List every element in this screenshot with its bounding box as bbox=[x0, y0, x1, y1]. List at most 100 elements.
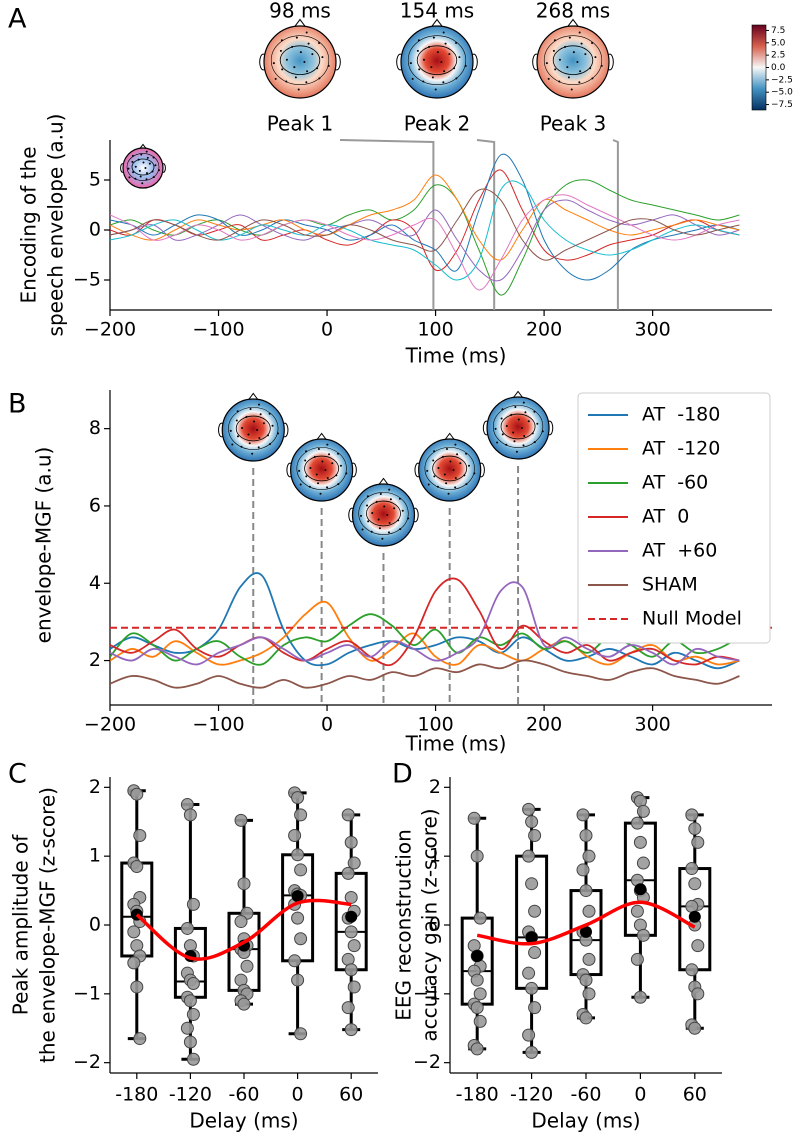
data-point bbox=[344, 1023, 358, 1037]
electrode bbox=[131, 154, 134, 157]
electrode bbox=[258, 436, 261, 439]
data-point bbox=[291, 848, 305, 862]
electrode bbox=[426, 469, 429, 472]
y-axis-label: EEG reconstruction bbox=[392, 829, 416, 1021]
topomap-contour bbox=[552, 45, 594, 76]
data-point bbox=[186, 1052, 200, 1066]
electrode bbox=[554, 68, 557, 71]
electrode bbox=[305, 81, 308, 84]
electrode bbox=[440, 61, 443, 63]
x-tick-label: 300 bbox=[634, 319, 670, 341]
topomap bbox=[351, 483, 416, 547]
electrode bbox=[447, 492, 450, 495]
electrode bbox=[335, 474, 338, 477]
data-point bbox=[344, 890, 358, 904]
topomap-nose bbox=[567, 18, 579, 28]
topomap-contour bbox=[235, 415, 271, 442]
electrode bbox=[235, 419, 238, 422]
data-point bbox=[341, 808, 355, 822]
electrode bbox=[138, 169, 141, 172]
electrode bbox=[134, 165, 137, 168]
data-point bbox=[344, 925, 358, 939]
data-point bbox=[522, 966, 536, 980]
data-point bbox=[630, 952, 644, 966]
data-point bbox=[576, 808, 590, 822]
series-line bbox=[110, 613, 740, 666]
data-point bbox=[127, 956, 141, 970]
data-point bbox=[186, 897, 200, 911]
x-tick-label: −100 bbox=[192, 714, 244, 736]
y-tick-label: −5 bbox=[73, 269, 101, 291]
panel-letter: C bbox=[8, 759, 27, 790]
electrode bbox=[245, 415, 248, 418]
electrode bbox=[427, 483, 430, 486]
electrode bbox=[127, 167, 130, 170]
electrode bbox=[397, 519, 400, 522]
panel-letter: B bbox=[8, 389, 27, 420]
topomap-contour bbox=[270, 35, 330, 85]
electrode bbox=[432, 36, 435, 39]
electrode bbox=[418, 68, 421, 71]
data-point bbox=[473, 1014, 487, 1028]
y-tick-label: −2 bbox=[73, 1051, 101, 1073]
series-line bbox=[110, 572, 740, 670]
electrode bbox=[327, 64, 330, 67]
electrode bbox=[388, 521, 391, 524]
electrode bbox=[434, 88, 437, 91]
x-axis-label: Time (ms) bbox=[405, 732, 507, 756]
electrode bbox=[337, 452, 340, 455]
x-tick-label: -60 bbox=[228, 1084, 259, 1106]
electrode bbox=[324, 469, 327, 471]
colorbar bbox=[751, 24, 767, 111]
electrode bbox=[315, 473, 318, 476]
electrode bbox=[305, 31, 308, 34]
legend-box bbox=[577, 392, 771, 644]
data-point bbox=[691, 835, 705, 849]
electrode bbox=[432, 459, 435, 462]
electrode bbox=[276, 432, 279, 435]
electrode bbox=[304, 459, 307, 462]
electrode bbox=[533, 410, 536, 413]
electrode bbox=[145, 172, 148, 175]
topomap-nose bbox=[139, 143, 147, 149]
x-tick-label: -180 bbox=[115, 1084, 158, 1106]
x-tick-label: −100 bbox=[192, 319, 244, 341]
data-point bbox=[186, 1007, 200, 1021]
electrode bbox=[318, 42, 321, 45]
electrode bbox=[303, 61, 306, 63]
electrode bbox=[229, 429, 232, 432]
topomap bbox=[400, 25, 474, 99]
electrode bbox=[371, 512, 374, 515]
data-point bbox=[127, 925, 141, 939]
topomap bbox=[418, 438, 482, 502]
electrode bbox=[145, 178, 148, 181]
electrode bbox=[146, 156, 149, 159]
electrode bbox=[580, 42, 583, 45]
data-point bbox=[582, 904, 596, 918]
series-line bbox=[110, 179, 740, 296]
electrode bbox=[295, 36, 298, 39]
topomap-contour bbox=[296, 447, 347, 490]
y-axis-label: accuracy gain (z-score) bbox=[418, 808, 442, 1041]
y-tick-label: 2 bbox=[89, 649, 101, 671]
electrode bbox=[409, 62, 412, 65]
peak-connector bbox=[339, 139, 435, 310]
x-tick-label: −200 bbox=[84, 714, 136, 736]
topomap-contour bbox=[366, 500, 401, 527]
topomap-nose bbox=[294, 18, 306, 28]
electrode bbox=[306, 70, 309, 73]
electrode bbox=[568, 36, 571, 39]
electrode bbox=[317, 447, 320, 450]
y-axis-label: Peak amplitude of bbox=[9, 834, 33, 1016]
electrode bbox=[500, 417, 503, 420]
electrode bbox=[510, 413, 513, 416]
electrode bbox=[436, 51, 439, 54]
data-point bbox=[288, 829, 302, 843]
fit-curve bbox=[476, 900, 696, 946]
electrode bbox=[240, 445, 243, 448]
electrode bbox=[442, 31, 445, 34]
data-point bbox=[237, 997, 251, 1011]
electrode bbox=[299, 51, 302, 54]
electrode bbox=[236, 410, 239, 413]
electrode bbox=[591, 42, 594, 45]
